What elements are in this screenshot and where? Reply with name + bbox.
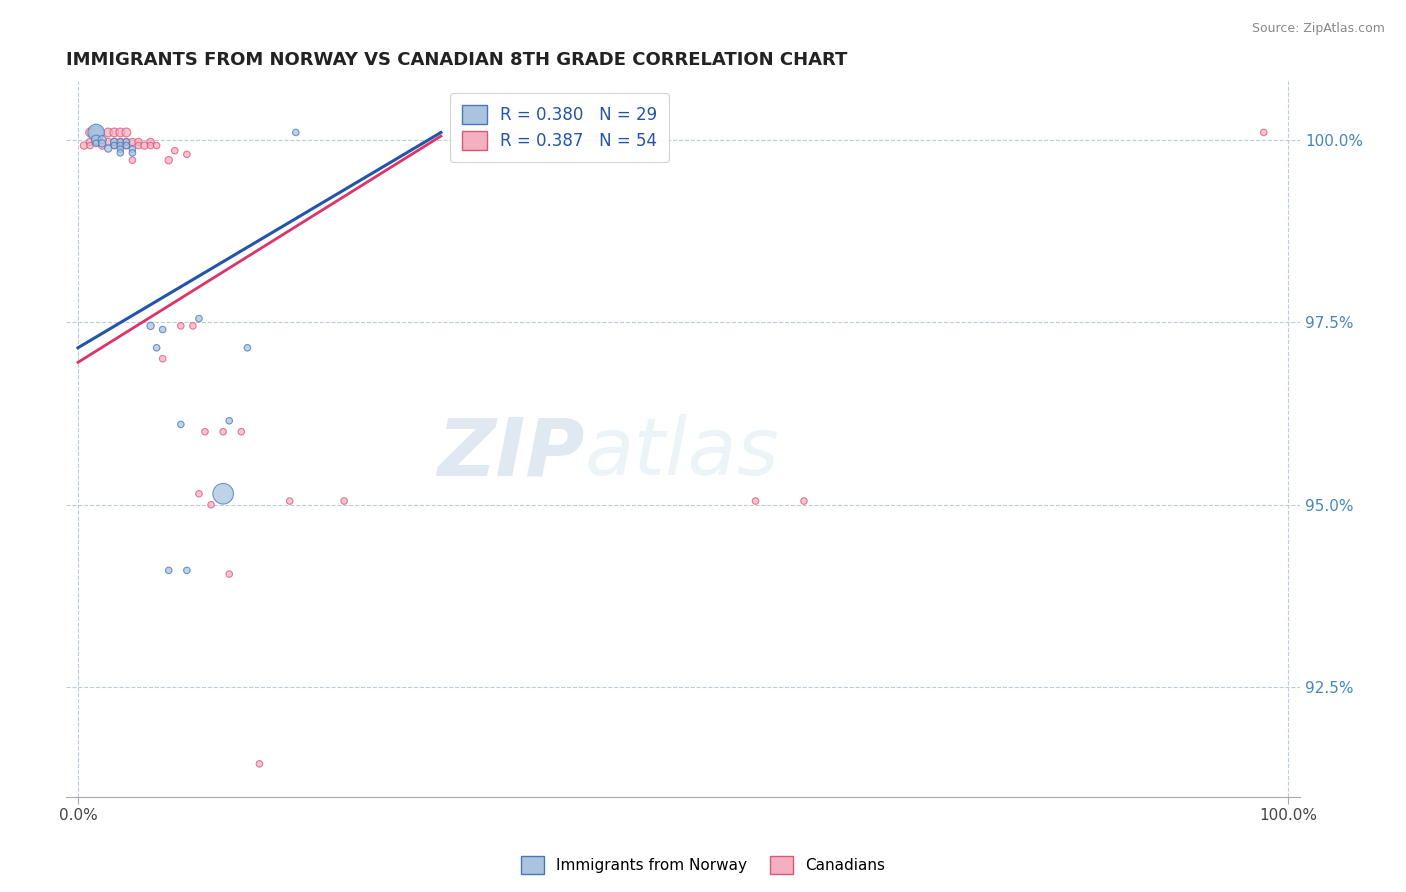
- Point: [170, 417, 193, 432]
- Point: [79, 135, 101, 149]
- Point: [744, 494, 766, 508]
- Point: [212, 425, 235, 439]
- Point: [84, 125, 107, 139]
- Point: [91, 133, 114, 147]
- Point: [103, 135, 125, 149]
- Point: [152, 351, 174, 366]
- Point: [115, 138, 138, 153]
- Point: [97, 135, 120, 149]
- Point: [127, 135, 149, 149]
- Point: [218, 414, 240, 428]
- Point: [121, 145, 143, 160]
- Point: [97, 141, 120, 155]
- Point: [152, 322, 174, 336]
- Point: [176, 147, 198, 161]
- Point: [84, 135, 107, 149]
- Legend: R = 0.380   N = 29, R = 0.387   N = 54: R = 0.380 N = 29, R = 0.387 N = 54: [450, 94, 669, 161]
- Point: [236, 341, 259, 355]
- Point: [194, 425, 217, 439]
- Legend: Immigrants from Norway, Canadians: Immigrants from Norway, Canadians: [515, 850, 891, 880]
- Point: [79, 125, 101, 139]
- Point: [139, 318, 162, 333]
- Text: atlas: atlas: [585, 414, 779, 492]
- Point: [176, 563, 198, 577]
- Point: [110, 135, 132, 149]
- Point: [110, 145, 132, 160]
- Point: [115, 125, 138, 139]
- Point: [103, 138, 125, 153]
- Point: [91, 136, 114, 151]
- Point: [84, 125, 107, 139]
- Point: [97, 125, 120, 139]
- Point: [157, 153, 180, 168]
- Point: [110, 138, 132, 153]
- Point: [793, 494, 815, 508]
- Point: [134, 138, 156, 153]
- Point: [170, 318, 193, 333]
- Point: [115, 135, 138, 149]
- Point: [84, 133, 107, 147]
- Point: [121, 153, 143, 168]
- Point: [218, 567, 240, 582]
- Point: [79, 138, 101, 153]
- Point: [127, 138, 149, 153]
- Point: [163, 144, 186, 158]
- Point: [188, 487, 211, 501]
- Point: [200, 498, 222, 512]
- Point: [84, 136, 107, 151]
- Point: [73, 138, 96, 153]
- Point: [91, 138, 114, 153]
- Point: [231, 425, 253, 439]
- Point: [121, 135, 143, 149]
- Point: [110, 125, 132, 139]
- Point: [121, 142, 143, 156]
- Point: [1253, 125, 1275, 139]
- Point: [278, 494, 301, 508]
- Point: [139, 135, 162, 149]
- Point: [139, 138, 162, 153]
- Point: [110, 142, 132, 156]
- Point: [333, 494, 356, 508]
- Point: [181, 318, 204, 333]
- Point: [115, 135, 138, 149]
- Point: [249, 756, 271, 771]
- Point: [84, 125, 107, 139]
- Point: [157, 563, 180, 577]
- Point: [145, 138, 167, 153]
- Point: [115, 138, 138, 153]
- Point: [110, 135, 132, 149]
- Point: [103, 135, 125, 149]
- Text: Source: ZipAtlas.com: Source: ZipAtlas.com: [1251, 22, 1385, 36]
- Point: [212, 487, 235, 501]
- Point: [145, 341, 167, 355]
- Point: [103, 138, 125, 153]
- Text: ZIP: ZIP: [437, 414, 585, 492]
- Point: [188, 311, 211, 326]
- Point: [103, 125, 125, 139]
- Point: [284, 125, 307, 139]
- Point: [84, 125, 107, 139]
- Text: IMMIGRANTS FROM NORWAY VS CANADIAN 8TH GRADE CORRELATION CHART: IMMIGRANTS FROM NORWAY VS CANADIAN 8TH G…: [66, 51, 848, 69]
